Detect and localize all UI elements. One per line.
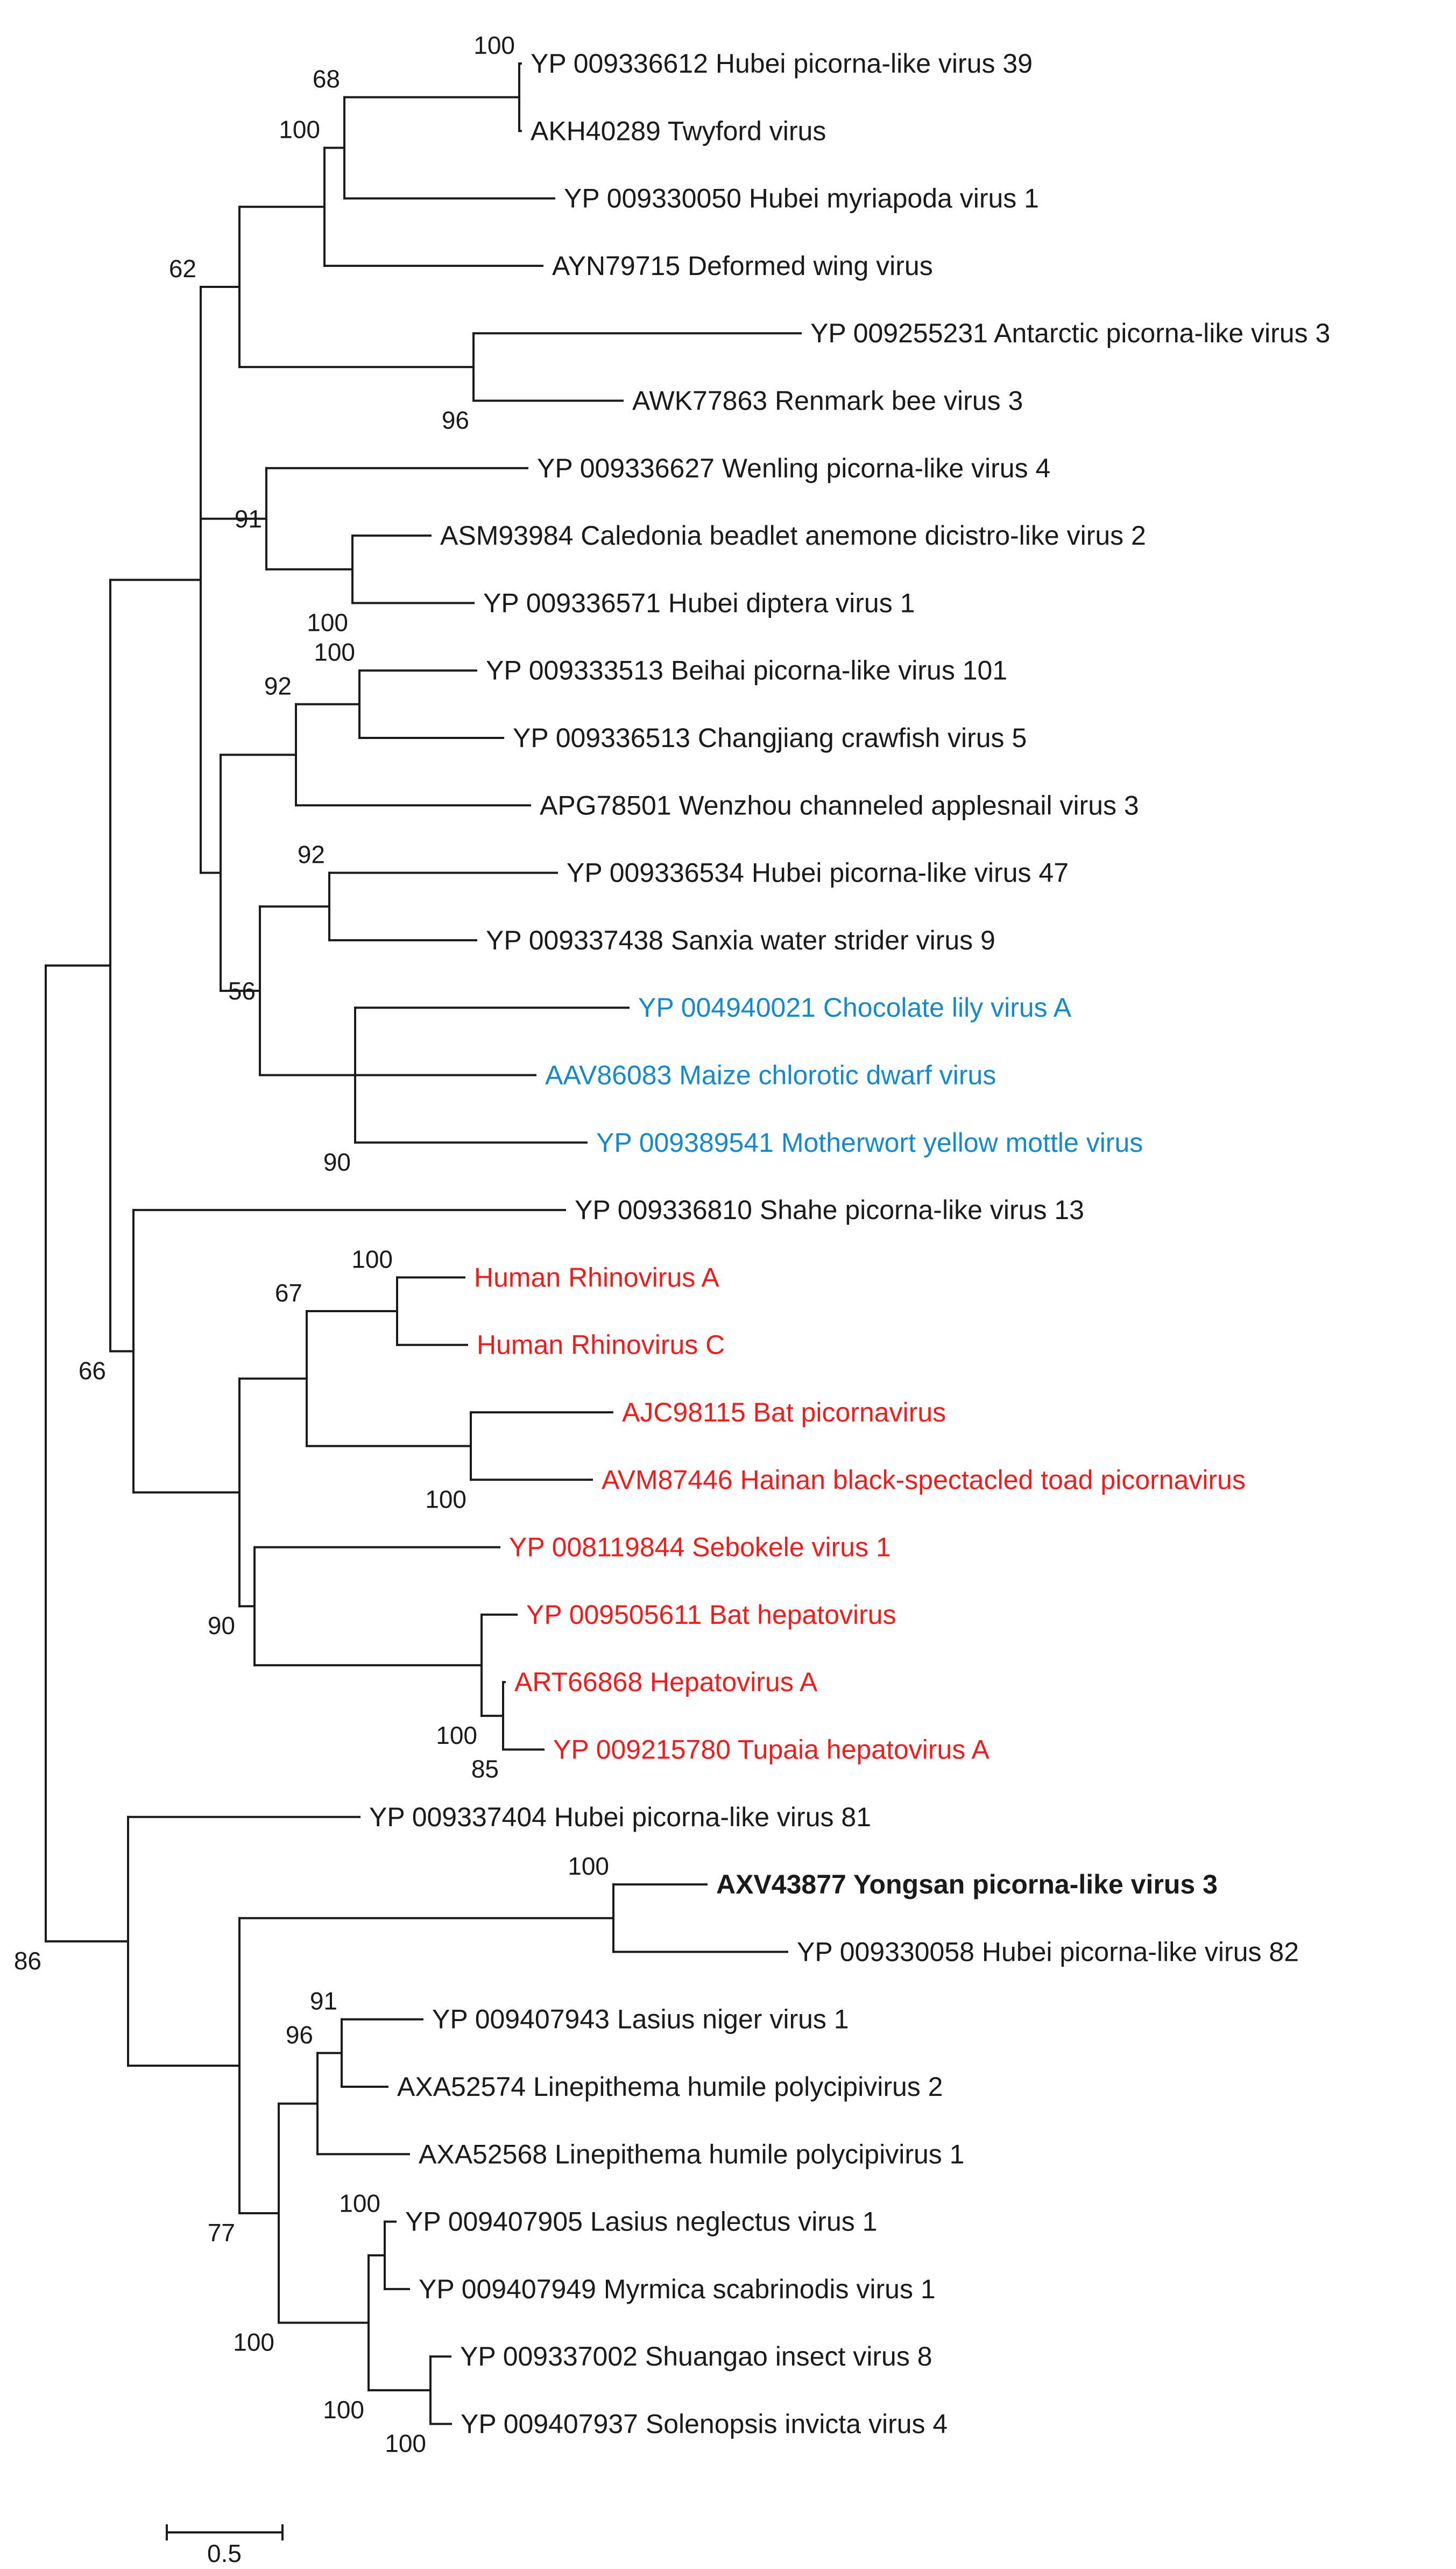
taxon-label: AXV43877 Yongsan picorna-like virus 3: [716, 1869, 1218, 1899]
taxon-label: YP 008119844 Sebokele virus 1: [509, 1532, 891, 1562]
taxon-label: ART66868 Hepatovirus A: [514, 1667, 818, 1697]
support-value-n23: 66: [79, 1356, 106, 1384]
support-value-n12: 56: [228, 977, 256, 1005]
taxon-label: Human Rhinovirus C: [477, 1330, 725, 1360]
support-value-n28: 100: [385, 2430, 426, 2458]
support-value-n4: 96: [442, 406, 469, 434]
taxon-label: YP 004940021 Chocolate lily virus A: [638, 993, 1072, 1023]
taxon-label: AXA52568 Linepithema humile polycipiviru…: [419, 2139, 964, 2169]
taxon-label: YP 009389541 Motherwort yellow mottle vi…: [596, 1128, 1143, 1158]
scale-bar-label: 0.5: [207, 2539, 242, 2567]
taxon-label: APG78501 Wenzhou channeled applesnail vi…: [540, 790, 1139, 820]
support-value-n6: 100: [307, 608, 348, 636]
support-value-n9: 92: [264, 672, 292, 700]
taxon-label: YP 009407905 Lasius neglectus virus 1: [405, 2207, 877, 2237]
support-value-n7: 91: [235, 505, 262, 533]
scale-bar: 0.5: [166, 2524, 284, 2567]
support-value-n15: 100: [351, 1245, 393, 1273]
support-value-n8: 100: [314, 638, 355, 666]
support-value-n26: 96: [286, 2021, 313, 2049]
support-value-n3: 100: [279, 116, 320, 144]
taxon-label: Human Rhinovirus A: [474, 1262, 719, 1292]
taxon-label: AYN79715 Deformed wing virus: [552, 251, 933, 281]
support-value-n11: 90: [323, 1148, 351, 1176]
taxon-label: AVM87446 Hainan black-spectacled toad pi…: [602, 1465, 1246, 1495]
taxon-label: YP 009215780 Tupaia hepatovirus A: [553, 1735, 989, 1765]
support-value-n10: 92: [298, 841, 325, 869]
support-value-n1: 100: [473, 31, 515, 59]
support-value-n24: 100: [568, 1852, 609, 1880]
taxon-label: YP 009337002 Shuangao insect virus 8: [460, 2341, 932, 2371]
support-value-n18: 85: [471, 1755, 499, 1783]
taxon-label: YP 009336810 Shahe picorna-like virus 13: [575, 1195, 1084, 1225]
taxon-label: YP 009407949 Myrmica scabrinodis virus 1: [419, 2274, 936, 2304]
support-value-n19: 100: [436, 1721, 477, 1749]
taxon-label: AXA52574 Linepithema humile polycipiviru…: [397, 2072, 943, 2102]
taxon-label: YP 009336627 Wenling picorna-like virus …: [537, 453, 1050, 483]
taxon-label: YP 009330058 Hubei picorna-like virus 82: [797, 1937, 1299, 1967]
support-value-n33: 86: [14, 1947, 41, 1975]
support-value-n16: 100: [425, 1485, 467, 1513]
taxon-label: AAV86083 Maize chlorotic dwarf virus: [545, 1060, 996, 1090]
support-value-n30: 100: [233, 2328, 274, 2356]
support-value-n29: 100: [323, 2396, 364, 2424]
support-value-n14: 62: [169, 255, 196, 283]
taxon-label: AWK77863 Renmark bee virus 3: [632, 386, 1023, 416]
support-value-n31: 77: [208, 2219, 235, 2247]
taxon-label: YP 009505611 Bat hepatovirus: [526, 1600, 896, 1630]
taxon-label: YP 009255231 Antarctic picorna-like viru…: [810, 318, 1330, 348]
taxon-label: YP 009336513 Changjiang crawfish virus 5: [513, 723, 1027, 753]
support-value-n2: 68: [313, 65, 340, 93]
taxon-label: YP 009336534 Hubei picorna-like virus 47: [567, 858, 1069, 888]
support-value-n25: 91: [310, 1987, 337, 2015]
taxon-label: YP 009336571 Hubei diptera virus 1: [483, 588, 915, 618]
taxon-label: YP 009407937 Solenopsis invicta virus 4: [461, 2409, 948, 2439]
tree-branches: [45, 62, 802, 2425]
taxon-label: YP 009333513 Beihai picorna-like virus 1…: [486, 656, 1007, 686]
taxon-label: YP 009337404 Hubei picorna-like virus 81: [369, 1802, 871, 1832]
support-value-n17: 67: [275, 1279, 302, 1307]
taxon-labels: YP 009336612 Hubei picorna-like virus 39…: [369, 48, 1330, 2439]
support-values: 1006810096100911009292905662100100678510…: [14, 31, 609, 2458]
taxon-label: AKH40289 Twyford virus: [531, 116, 826, 146]
taxon-label: YP 009337438 Sanxia water strider virus …: [486, 925, 995, 955]
taxon-label: ASM93984 Caledonia beadlet anemone dicis…: [440, 520, 1146, 551]
support-value-n21: 90: [208, 1611, 235, 1639]
taxon-label: AJC98115 Bat picornavirus: [622, 1397, 946, 1427]
support-value-n27: 100: [339, 2190, 380, 2218]
taxon-label: YP 009336612 Hubei picorna-like virus 39: [531, 48, 1033, 79]
taxon-label: YP 009407943 Lasius niger virus 1: [432, 2004, 849, 2035]
taxon-label: YP 009330050 Hubei myriapoda virus 1: [564, 184, 1039, 214]
